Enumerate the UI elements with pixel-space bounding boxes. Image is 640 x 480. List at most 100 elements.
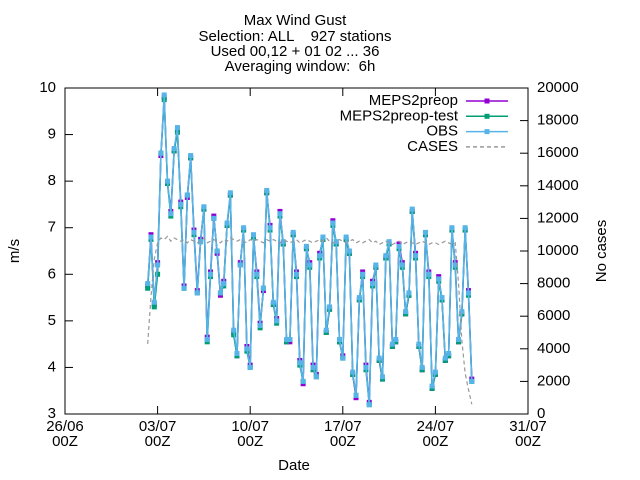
point (145, 281, 151, 287)
point (409, 206, 415, 212)
point (396, 243, 402, 249)
y-tick-label: 9 (48, 126, 56, 143)
point (280, 239, 286, 245)
x-tick-label: 26/06 (46, 418, 84, 435)
point (194, 290, 200, 296)
point (336, 336, 342, 342)
point (287, 336, 293, 342)
point (227, 190, 233, 196)
point (356, 295, 362, 301)
point (313, 374, 319, 380)
point (264, 187, 270, 193)
point (307, 262, 313, 268)
point (413, 253, 419, 259)
point (274, 318, 280, 324)
point (251, 232, 257, 238)
x-tick-label: 00Z (330, 433, 356, 450)
point (244, 346, 250, 352)
point (191, 229, 197, 235)
point (323, 327, 329, 333)
y-tick-label: 4 (48, 358, 56, 375)
point (310, 364, 316, 370)
x-tick-label: 00Z (237, 433, 263, 450)
point (432, 369, 438, 375)
point (155, 271, 161, 277)
point (284, 336, 290, 342)
point (436, 276, 442, 282)
point (353, 392, 359, 398)
point (145, 285, 151, 291)
y-tick-label: 10 (39, 79, 56, 96)
point (217, 290, 223, 296)
legend-label: MEPS2preop-test (340, 107, 459, 124)
point (257, 323, 263, 329)
point (386, 239, 392, 245)
y2-tick-label: 2000 (537, 372, 570, 389)
x-axis-label: Date (278, 457, 310, 474)
point (237, 262, 243, 268)
point (389, 341, 395, 347)
point (419, 364, 425, 370)
point (363, 364, 369, 370)
point (465, 290, 471, 296)
y2-tick-label: 4000 (537, 340, 570, 357)
y-tick-label: 7 (48, 219, 56, 236)
point (343, 234, 349, 240)
point (158, 150, 164, 156)
x-tick-label: 00Z (145, 433, 171, 450)
point (165, 178, 171, 184)
point (171, 146, 177, 152)
point (267, 225, 273, 231)
y-tick-label: 6 (48, 265, 56, 282)
y2-tick-label: 0 (537, 405, 545, 422)
point (184, 192, 190, 198)
point (446, 350, 452, 356)
point (452, 262, 458, 268)
point (155, 262, 161, 268)
y2-tick-label: 12000 (537, 209, 579, 226)
point (303, 243, 309, 249)
point (416, 341, 422, 347)
point (426, 271, 432, 277)
point (456, 336, 462, 342)
point (399, 262, 405, 268)
legend-marker (484, 113, 490, 119)
point (247, 364, 253, 370)
point (320, 234, 326, 240)
point (297, 360, 303, 366)
point (373, 262, 379, 268)
point (350, 369, 356, 375)
point (151, 299, 157, 305)
point (300, 378, 306, 384)
point (224, 220, 230, 226)
point (201, 204, 207, 210)
y2-tick-label: 14000 (537, 177, 579, 194)
point (403, 309, 409, 315)
x-tick-label: 24/07 (417, 418, 455, 435)
point (393, 336, 399, 342)
point (383, 253, 389, 259)
point (340, 355, 346, 361)
point (449, 225, 455, 231)
y-axis-label: m/s (6, 239, 23, 263)
point (439, 295, 445, 301)
series-line (147, 235, 473, 405)
x-tick-label: 17/07 (324, 418, 362, 435)
point (422, 229, 428, 235)
point (234, 350, 240, 356)
x-tick-label: 00Z (422, 433, 448, 450)
y2-axis-label: No cases (593, 220, 610, 283)
point (178, 201, 184, 207)
point (168, 211, 174, 217)
chart-title: Averaging window: 6h (225, 58, 376, 75)
point (231, 327, 237, 333)
point (429, 383, 435, 389)
y-tick-label: 3 (48, 405, 56, 422)
point (317, 253, 323, 259)
point (469, 378, 475, 384)
point (214, 248, 220, 254)
point (376, 355, 382, 361)
point (241, 225, 247, 231)
plot-frame (64, 87, 529, 415)
